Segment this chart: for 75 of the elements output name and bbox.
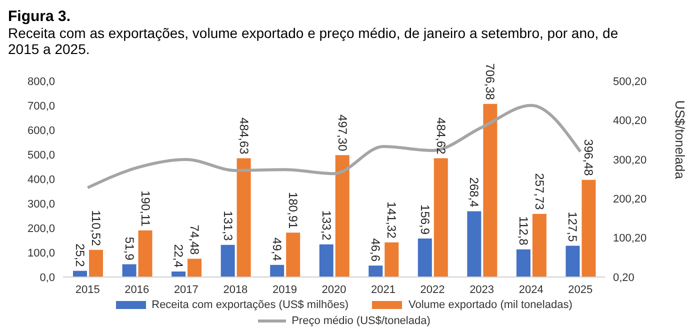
x-tick-label: 2017 [174,284,198,296]
data-label: 131,3 [220,210,235,242]
data-label: 156,9 [418,204,432,235]
x-tick-label: 2019 [272,284,297,296]
data-label: 74,48 [188,224,202,256]
legend-label: Volume exportado (mil toneladas) [407,299,572,311]
data-label: 49,4 [270,238,284,262]
y-tick-label: 500,0 [27,149,55,162]
data-label: 46,6 [368,238,383,262]
bar [368,266,383,277]
y-tick-label: 400,0 [27,174,55,186]
bar [236,158,251,277]
data-label: 484,62 [434,118,448,155]
bar [516,249,530,277]
x-tick-label: 2021 [371,284,396,296]
data-label: 268,4 [467,177,482,208]
x-tick-label: 2015 [75,284,100,296]
bar [286,232,300,277]
data-label: 133,2 [319,210,334,241]
bar [188,258,202,277]
bar [172,272,186,277]
data-label: 257,73 [532,173,546,210]
y2-tick-label: 400,20 [613,115,647,128]
y-tick-label: 700,0 [27,100,55,112]
y-tick-label: 100,0 [27,247,55,260]
x-tick-label: 2024 [518,284,544,296]
bar [566,246,580,277]
y-tick-label: 300,0 [27,198,55,210]
data-label: 396,48 [582,139,596,176]
y-tick-label: 200,0 [27,222,55,235]
y-tick-label: 800,0 [27,76,55,88]
data-label: 180,91 [286,192,300,230]
bar [582,180,596,277]
y-tick-label: 0,0 [40,272,55,284]
bar [220,244,235,277]
data-label: 484,63 [236,118,251,155]
y2-tick-label: 100,20 [613,232,647,245]
bar [319,244,334,277]
chart-title: Figura 3. [8,8,72,25]
y2-tick-label: 300,20 [613,154,647,166]
bar [384,242,399,277]
data-label: 112,8 [516,216,530,246]
x-tick-label: 2018 [223,284,248,296]
data-label: 110,52 [89,210,103,246]
bar [138,230,152,277]
bar [467,211,482,277]
x-tick-label: 2023 [470,284,494,296]
data-label: 25,2 [73,243,87,268]
bar [532,214,546,277]
bar [122,264,136,277]
x-tick-label: 2025 [568,284,593,296]
bar [335,155,350,277]
data-label: 51,9 [122,236,136,261]
y-tick-label: 600,0 [27,124,55,137]
bar [418,238,432,277]
y2-tick-label: 0,20 [613,272,634,284]
data-label: 22,4 [172,244,186,268]
data-label: 190,11 [138,190,152,227]
x-tick-label: 2020 [322,284,346,296]
data-label: 127,5 [566,212,580,242]
bar [270,264,284,277]
bar [434,158,448,277]
legend-label: Preço médio (US$/tonelada) [290,315,430,327]
bar [483,104,498,277]
legend-label: Receita com exportações (US$ milhões) [150,299,348,311]
y2-tick-label: 500,20 [613,76,647,88]
x-tick-label: 2022 [420,284,445,296]
bar [89,250,103,277]
x-tick-label: 2016 [124,284,150,296]
data-label: 706,38 [483,63,498,100]
data-label: 497,30 [335,114,350,152]
y2-tick-label: 200,20 [613,194,647,206]
data-label: 141,32 [384,202,399,239]
y2-axis-title: US$/tonelada [672,100,688,180]
chart-subtitle: Receita com as exportações, volume exportado e preço médio, de janeiro a setembro, por ano, de 2015 a 2025. [8,25,620,57]
